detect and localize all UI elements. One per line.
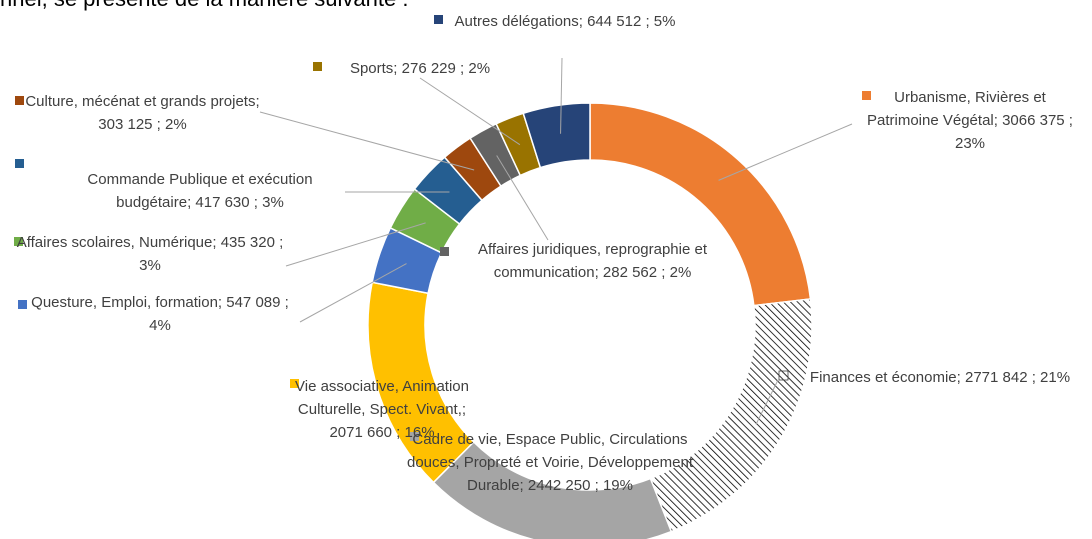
data-label: Sports; 276 229 ; 2% — [349, 60, 491, 77]
label-key — [778, 370, 789, 381]
leader-line — [419, 77, 521, 146]
leader-line — [299, 263, 407, 323]
label-key — [14, 237, 23, 246]
label-key — [434, 15, 443, 24]
data-label: Culture, mécénat et grands projets; 303 … — [25, 93, 260, 133]
leader-line — [285, 222, 426, 267]
label-key — [313, 62, 322, 71]
label-key — [15, 96, 24, 105]
data-label: Vie associative, Animation Culturelle, S… — [295, 378, 469, 441]
data-label: Commande Publique et exécution budgétair… — [87, 171, 313, 211]
data-label: Urbanisme, Rivières et Patrimoine Végéta… — [867, 89, 1073, 152]
donut-slice — [522, 102, 591, 169]
leader-line — [560, 57, 563, 134]
data-label: Questure, Emploi, formation; 547 089 ; 4… — [31, 294, 289, 334]
label-key — [15, 159, 24, 168]
data-label: Autres délégations; 644 512 ; 5% — [454, 13, 676, 30]
leader-line — [259, 111, 475, 171]
leader-line — [755, 379, 779, 425]
label-key — [410, 432, 419, 441]
label-key — [440, 247, 449, 256]
leader-line — [496, 155, 549, 241]
data-label: Finances et économie; 2771 842 ; 21% — [809, 369, 1071, 386]
data-label: Affaires juridiques, reprographie et com… — [477, 241, 708, 281]
leader-line — [718, 123, 853, 181]
label-key — [290, 379, 299, 388]
label-key — [862, 91, 871, 100]
data-label: Cadre de vie, Espace Public, Circulation… — [406, 431, 693, 494]
label-key — [18, 300, 27, 309]
intro-text: nnel, se présente de la manière suivante… — [0, 0, 408, 12]
data-label: Affaires scolaires, Numérique; 435 320 ;… — [16, 234, 284, 274]
